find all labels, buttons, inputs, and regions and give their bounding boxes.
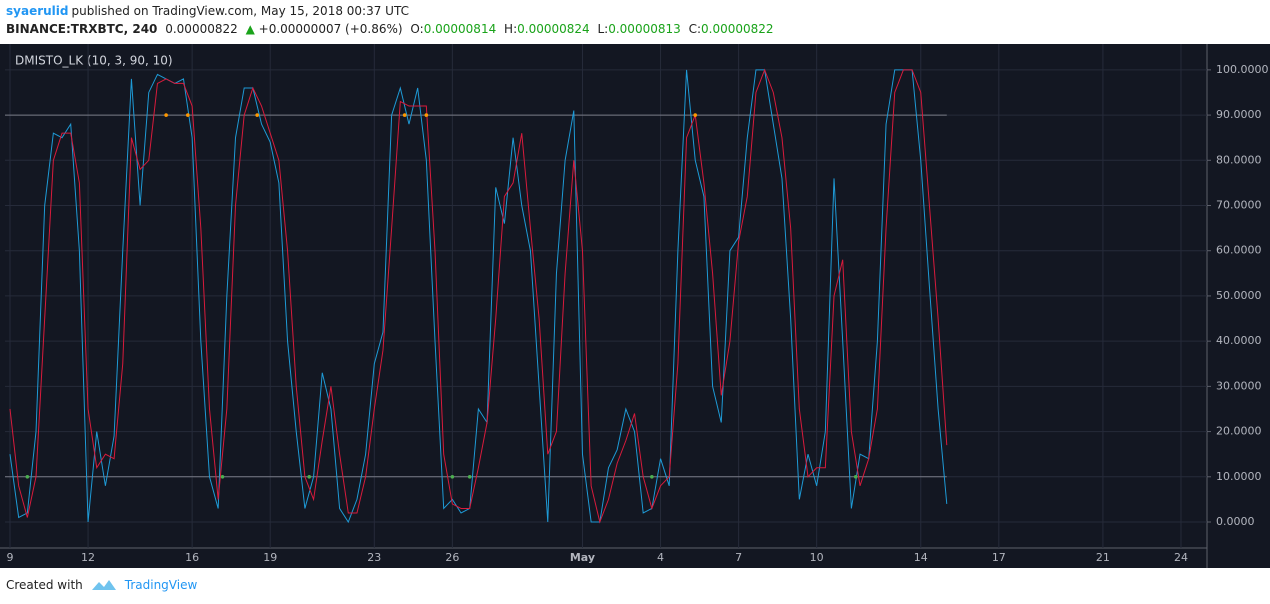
signal-dot	[424, 113, 429, 117]
signal-dot	[255, 113, 259, 117]
x-tick-label: 19	[263, 551, 277, 564]
x-tick-label: 16	[185, 551, 199, 564]
y-tick-label: 60.0000	[1216, 244, 1262, 257]
signal-dot	[467, 474, 472, 479]
brand-logo[interactable]	[91, 578, 117, 592]
x-tick-label: 26	[445, 551, 459, 564]
y-tick-label: 80.0000	[1216, 153, 1262, 166]
publish-line: syaerulid published on TradingView.com, M…	[6, 4, 413, 18]
y-tick-label: 90.0000	[1216, 108, 1262, 121]
ohlc-value: 0.00000813	[608, 22, 681, 36]
x-tick-label: 23	[367, 551, 381, 564]
x-tick-label: 12	[81, 551, 95, 564]
y-tick-label: 0.0000	[1216, 515, 1255, 528]
price: 0.00000822	[165, 22, 238, 36]
ohlc-label: C:	[688, 22, 701, 36]
footer: Created with TradingView	[6, 578, 197, 592]
signal-dot	[220, 474, 225, 479]
signal-dot	[164, 113, 168, 117]
brand-link[interactable]: TradingView	[124, 578, 198, 592]
y-tick-label: 70.0000	[1216, 199, 1262, 212]
x-tick-label: 21	[1096, 551, 1110, 564]
x-tick-label: 10	[810, 551, 824, 564]
signal-dot	[450, 474, 455, 479]
indicator-title: DMISTO_LK (10, 3, 90, 10)	[15, 54, 173, 68]
ohlc-label: L:	[597, 22, 609, 36]
x-tick-label: May	[570, 551, 595, 564]
series-line	[9, 68, 948, 524]
created-with: Created with	[6, 578, 83, 592]
x-tick-label: 9	[6, 551, 13, 564]
y-tick-label: 20.0000	[1216, 425, 1262, 438]
up-arrow: ▲	[245, 22, 255, 36]
x-tick-label: 4	[657, 551, 664, 564]
ohlc-label: H:	[504, 22, 518, 36]
y-tick-label: 100.0000	[1216, 63, 1269, 76]
change: +0.00000007 (+0.86%)	[258, 22, 403, 36]
symbol-line: BINANCE:TRXBTC, 240 0.00000822 ▲ +0.0000…	[6, 22, 778, 36]
signal-dot	[853, 474, 858, 479]
x-tick-label: 14	[914, 551, 928, 564]
ohlc-label: O:	[410, 22, 424, 36]
user-name[interactable]: syaerulid	[6, 4, 69, 18]
signal-dot	[402, 113, 407, 117]
signal-dot	[307, 474, 312, 479]
y-tick-label: 10.0000	[1216, 470, 1262, 483]
y-tick-label: 40.0000	[1216, 334, 1262, 347]
symbol: BINANCE:TRXBTC, 240	[6, 22, 158, 36]
signal-dot	[186, 113, 190, 117]
publish-info: published on TradingView.com, May 15, 20…	[71, 4, 409, 18]
y-tick-label: 30.0000	[1216, 379, 1262, 392]
signal-dot	[650, 474, 654, 479]
ohlc-value: 0.00000822	[701, 22, 774, 36]
x-tick-label: 17	[992, 551, 1006, 564]
x-tick-label: 7	[735, 551, 742, 564]
signal-dot	[693, 113, 698, 117]
ohlc-value: 0.00000824	[517, 22, 590, 36]
y-tick-label: 50.0000	[1216, 289, 1262, 302]
x-tick-label: 24	[1174, 551, 1188, 564]
chart-background	[0, 44, 1270, 568]
ohlc-value: 0.00000814	[423, 22, 497, 36]
signal-dot	[25, 474, 30, 479]
